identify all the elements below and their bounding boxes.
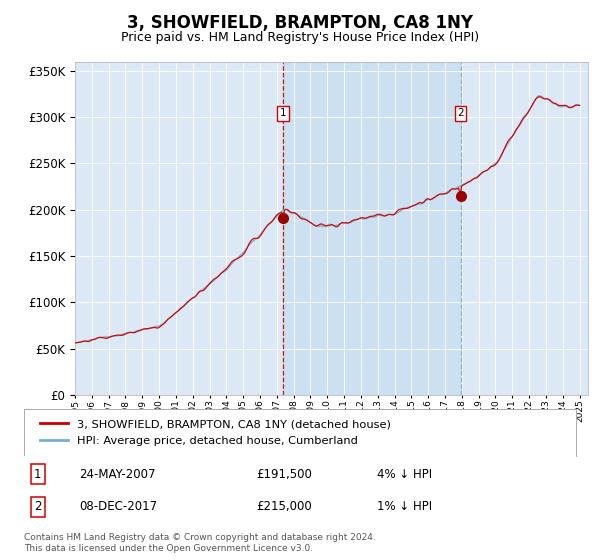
Text: 1: 1	[280, 108, 287, 118]
Text: 1% ↓ HPI: 1% ↓ HPI	[377, 500, 433, 513]
Legend: 3, SHOWFIELD, BRAMPTON, CA8 1NY (detached house), HPI: Average price, detached h: 3, SHOWFIELD, BRAMPTON, CA8 1NY (detache…	[35, 415, 396, 450]
Text: 3, SHOWFIELD, BRAMPTON, CA8 1NY: 3, SHOWFIELD, BRAMPTON, CA8 1NY	[127, 14, 473, 32]
Text: Contains HM Land Registry data © Crown copyright and database right 2024.
This d: Contains HM Land Registry data © Crown c…	[24, 533, 376, 553]
Bar	[283, 62, 461, 395]
Text: 24-MAY-2007: 24-MAY-2007	[79, 468, 156, 481]
Text: 4% ↓ HPI: 4% ↓ HPI	[377, 468, 433, 481]
Text: £191,500: £191,500	[256, 468, 312, 481]
Text: 08-DEC-2017: 08-DEC-2017	[79, 500, 157, 513]
Text: 2: 2	[34, 500, 41, 513]
Text: £215,000: £215,000	[256, 500, 311, 513]
Text: Price paid vs. HM Land Registry's House Price Index (HPI): Price paid vs. HM Land Registry's House …	[121, 31, 479, 44]
Text: 2: 2	[457, 108, 464, 118]
Text: 1: 1	[34, 468, 41, 481]
